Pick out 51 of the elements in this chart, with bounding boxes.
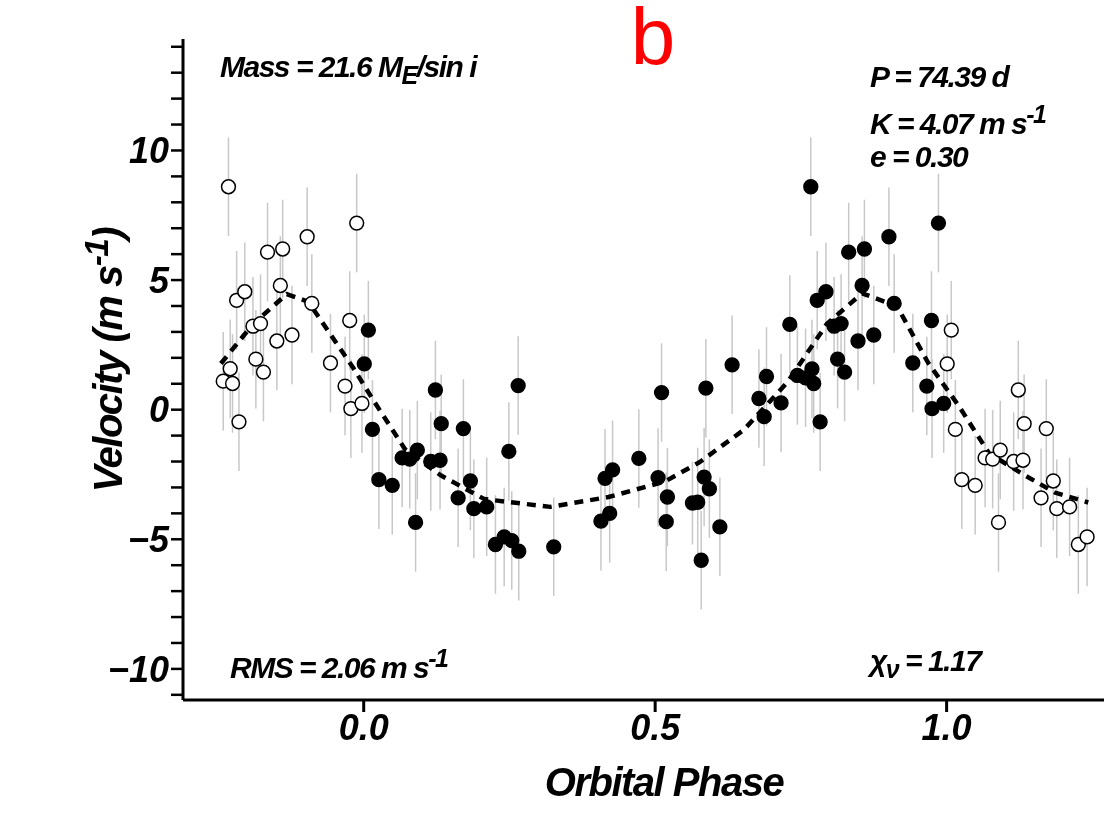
- point: [939, 356, 955, 372]
- point: [354, 395, 370, 412]
- point: [992, 442, 1008, 458]
- point: [284, 327, 300, 343]
- point: [222, 361, 238, 377]
- point: [237, 284, 253, 300]
- point: [220, 179, 237, 195]
- x-axis-title: Orbital Phase: [543, 759, 785, 806]
- x-tick-label: 0.5: [630, 706, 682, 748]
- point: [990, 514, 1007, 531]
- point: [1033, 490, 1049, 506]
- point: [1015, 452, 1031, 468]
- point: [231, 414, 247, 430]
- point: [252, 315, 269, 332]
- point: [1016, 416, 1032, 432]
- point: [1010, 382, 1026, 398]
- point: [272, 277, 289, 294]
- annotation: Mass = 21.6 M$_{E}$/sin i: [220, 50, 476, 90]
- point: [255, 364, 272, 380]
- point: [304, 295, 320, 312]
- point: [224, 375, 241, 392]
- point: [337, 378, 353, 394]
- point: [259, 244, 276, 260]
- point: [1049, 501, 1065, 517]
- chart-title: b: [629, 0, 677, 82]
- point: [349, 215, 365, 231]
- annotation: K = 4.07 m s$^{-1}$: [870, 100, 1046, 141]
- point: [275, 241, 291, 257]
- y-tick-label: 10: [128, 130, 169, 172]
- point: [248, 351, 264, 367]
- point: [342, 312, 358, 329]
- point: [322, 355, 339, 371]
- point: [967, 477, 983, 494]
- y-tick-label: 0: [148, 389, 169, 431]
- annotation: e = 0.30: [870, 140, 968, 174]
- point: [1061, 499, 1078, 515]
- point: [954, 472, 970, 488]
- point: [1038, 420, 1054, 437]
- point: [943, 322, 959, 338]
- annotation: P = 74.39 d: [870, 60, 1009, 94]
- y-tick-label: 5: [148, 259, 170, 301]
- point: [947, 421, 964, 438]
- y-tick-label: −5: [127, 519, 170, 561]
- point: [299, 229, 315, 245]
- point: [269, 333, 285, 349]
- x-tick-label: 0.0: [338, 706, 389, 748]
- annotation: RMS = 2.06 m s$^{-1}$: [230, 644, 448, 685]
- x-tick-label: 1.0: [921, 706, 972, 748]
- point: [1045, 473, 1061, 489]
- point: [1079, 529, 1095, 545]
- y-tick-label: −10: [107, 648, 169, 690]
